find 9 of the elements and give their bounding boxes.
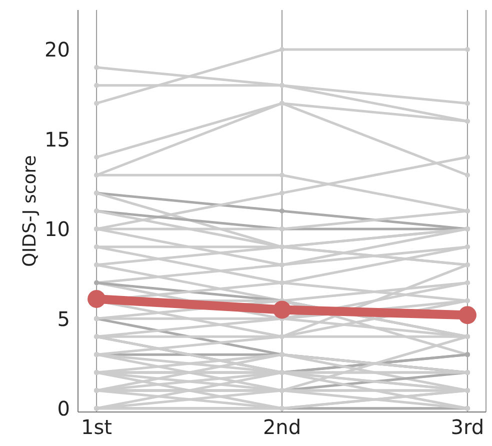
x-tick-label: 3rd	[450, 415, 484, 440]
x-tick-label: 2nd	[262, 415, 302, 440]
x-tick-label: 1st	[81, 415, 112, 440]
y-tick-label: 20	[44, 38, 70, 62]
y-axis-title: QIDS-J score	[19, 155, 40, 267]
y-tick-label: 0	[57, 396, 70, 421]
y-tick-label: 5	[57, 306, 70, 331]
y-tick-label: 15	[44, 127, 70, 152]
y-tick-label: 10	[44, 217, 70, 242]
